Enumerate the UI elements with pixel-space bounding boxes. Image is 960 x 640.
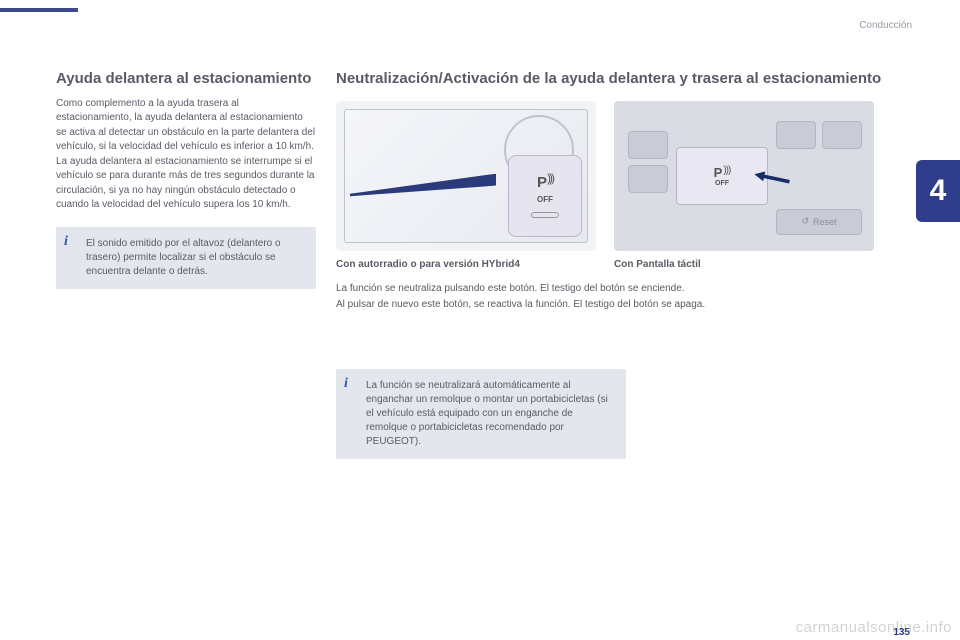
- right-heading: Neutralización/Activación de la ayuda de…: [336, 70, 896, 89]
- header-accent-bar: [0, 8, 78, 12]
- touchscreen-tile: [776, 121, 816, 149]
- figure2-caption: Con Pantalla táctil: [614, 259, 874, 270]
- reset-icon: ↺: [801, 216, 809, 227]
- chapter-tab: 4: [916, 160, 960, 222]
- touchscreen-parking-button: P ))) OFF: [676, 147, 768, 205]
- figure1-caption: Con autorradio o para versión HYbrid4: [336, 259, 596, 270]
- reset-label: Reset: [813, 217, 837, 227]
- page-content: Ayuda delantera al estacionamiento Como …: [56, 70, 912, 620]
- left-column: Ayuda delantera al estacionamiento Como …: [56, 70, 316, 289]
- sensor-waves-icon: ))): [723, 165, 730, 176]
- figure-row: P ))) OFF Con autorradio o para versión …: [336, 101, 896, 270]
- figure-dash-image: P ))) OFF: [336, 101, 596, 251]
- off-label: OFF: [537, 195, 553, 204]
- figure-dash-button: P ))) OFF Con autorradio o para versión …: [336, 101, 596, 270]
- info-box-sound: i El sonido emitido por el altavoz (dela…: [56, 227, 316, 289]
- touchscreen-tile: [628, 165, 668, 193]
- button-slot-icon: [531, 212, 559, 218]
- info-box-trailer: i La función se neutralizará automáticam…: [336, 369, 626, 459]
- off-label: OFF: [715, 180, 729, 187]
- watermark: carmanualsonline.info: [796, 619, 952, 636]
- info-trailer-text: La función se neutralizará automáticamen…: [366, 379, 614, 449]
- chapter-number: 4: [930, 174, 947, 208]
- info-icon: i: [344, 377, 358, 391]
- p-label: P: [537, 174, 546, 191]
- description-line2: Al pulsar de nuevo este botón, se reacti…: [336, 298, 896, 313]
- touchscreen-tile: [822, 121, 862, 149]
- breadcrumb: Conducción: [859, 20, 912, 31]
- right-column: Neutralización/Activación de la ayuda de…: [336, 70, 896, 459]
- left-body: Como complemento a la ayuda trasera al e…: [56, 97, 316, 213]
- info-sound-text: El sonido emitido por el altavoz (delant…: [86, 237, 304, 279]
- p-label: P: [714, 165, 723, 180]
- description-line1: La función se neutraliza pulsando este b…: [336, 282, 896, 297]
- figure-touchscreen: P ))) OFF ↺ Reset Con Pantalla táctil: [614, 101, 874, 270]
- touchscreen-reset-button: ↺ Reset: [776, 209, 862, 235]
- parking-off-button: P ))) OFF: [508, 155, 582, 237]
- left-heading: Ayuda delantera al estacionamiento: [56, 70, 316, 89]
- figure-touchscreen-image: P ))) OFF ↺ Reset: [614, 101, 874, 251]
- touchscreen-tile: [628, 131, 668, 159]
- info-icon: i: [64, 235, 78, 249]
- sensor-waves-icon: ))): [547, 174, 553, 182]
